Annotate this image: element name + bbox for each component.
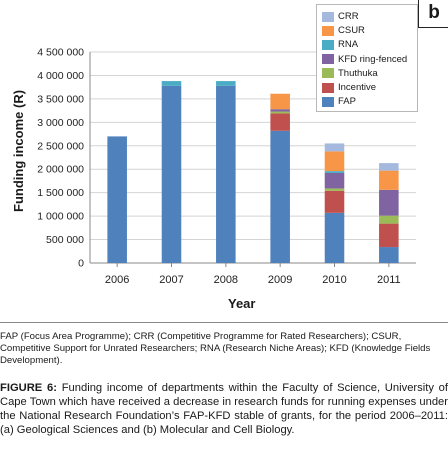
y-tick-label: 2 500 000 bbox=[37, 140, 84, 152]
y-tick-label: 500 000 bbox=[46, 234, 84, 246]
legend-label: CRR bbox=[338, 11, 359, 22]
legend-item: Thuthuka bbox=[322, 67, 378, 80]
y-tick-label: 1 000 000 bbox=[37, 211, 84, 223]
y-axis-title: Funding income (R) bbox=[11, 89, 26, 212]
x-axis-title: Year bbox=[228, 296, 256, 311]
bar-segment-fap bbox=[107, 136, 127, 263]
chart-legend: CRR CSUR RNA KFD ring-fenced Thuthuka Incenti… bbox=[316, 4, 418, 112]
legend-label: FAP bbox=[338, 96, 356, 108]
bar-segment-incentive bbox=[379, 223, 399, 248]
bar-segment-csur bbox=[270, 93, 290, 110]
abbreviation-notes: FAP (Focus Area Programme); CRR (Competi… bbox=[0, 331, 431, 366]
figure-caption: FIGURE 6: Funding income of departments … bbox=[0, 381, 448, 437]
bar-segment-fap bbox=[161, 85, 182, 263]
bar-segment-crr bbox=[324, 143, 345, 152]
y-tick-label: 3 500 000 bbox=[37, 93, 84, 105]
legend-item: RNA bbox=[322, 38, 358, 51]
x-tick-label: 2007 bbox=[159, 274, 183, 286]
legend-swatch bbox=[322, 11, 334, 22]
bar-segment-incentive bbox=[324, 190, 345, 213]
bar-segment-rna bbox=[324, 171, 345, 173]
x-tick-label: 2006 bbox=[105, 274, 129, 286]
legend-label: Incentive bbox=[338, 82, 377, 93]
x-tick-label: 2008 bbox=[214, 274, 238, 286]
y-tick-label: 4 000 000 bbox=[37, 70, 84, 82]
chart-panel: 0 500 000 1 000 000 1 500 000 2 000 000 2 500… bbox=[0, 0, 448, 323]
bar-segment-fap bbox=[324, 212, 345, 263]
bar-segment-kfd-ring-fenced bbox=[379, 189, 399, 216]
caption-label: FIGURE 6: bbox=[0, 382, 57, 394]
legend-label: RNA bbox=[338, 39, 359, 51]
legend-item: FAP bbox=[322, 95, 356, 108]
legend-item: CRR bbox=[322, 10, 359, 23]
bar-segment-rna bbox=[161, 81, 182, 86]
bar-segment-kfd-ring-fenced bbox=[324, 172, 345, 189]
bar-segment-thuthuka bbox=[379, 215, 399, 224]
x-tick-label: 2011 bbox=[377, 274, 401, 286]
y-tick-label: 3 000 000 bbox=[37, 117, 84, 129]
legend-swatch bbox=[322, 82, 334, 93]
legend-swatch bbox=[322, 54, 334, 65]
y-tick-label: 0 bbox=[78, 258, 84, 270]
legend-item: KFD ring-fenced bbox=[322, 53, 407, 66]
bar-segment-csur bbox=[324, 151, 345, 172]
legend-label: KFD ring-fenced bbox=[338, 53, 408, 65]
bar-segment-fap bbox=[270, 130, 290, 263]
legend-label: Thuthuka bbox=[338, 67, 378, 79]
legend-swatch bbox=[322, 68, 334, 79]
bar-segment-incentive bbox=[270, 113, 290, 131]
caption-text: Funding income of departments within the… bbox=[0, 382, 448, 436]
legend-swatch bbox=[322, 25, 334, 36]
bar-segment-rna bbox=[216, 81, 236, 86]
bar-segment-fap bbox=[216, 85, 236, 263]
bar-segment-thuthuka bbox=[270, 111, 290, 114]
y-tick-label: 1 500 000 bbox=[37, 187, 84, 199]
y-tick-label: 4 500 000 bbox=[37, 47, 84, 59]
bar-segment-thuthuka bbox=[324, 188, 345, 191]
x-tick-label: 2010 bbox=[322, 274, 346, 286]
funding-chart: 0 500 000 1 000 000 1 500 000 2 000 000 2 500… bbox=[37, 47, 416, 286]
bar-segment-kfd-ring-fenced bbox=[270, 109, 290, 112]
legend-swatch bbox=[322, 96, 334, 107]
legend-item: Incentive bbox=[322, 81, 376, 94]
bar-segment-fap bbox=[379, 247, 399, 263]
legend-item: CSUR bbox=[322, 24, 365, 37]
x-tick-label: 2009 bbox=[268, 274, 292, 286]
legend-swatch bbox=[322, 39, 334, 50]
legend-label: CSUR bbox=[338, 25, 365, 37]
bar-segment-csur bbox=[379, 170, 399, 190]
bar-segment-crr bbox=[379, 163, 399, 171]
y-tick-label: 2 000 000 bbox=[37, 164, 84, 176]
panel-label: b bbox=[418, 0, 448, 28]
